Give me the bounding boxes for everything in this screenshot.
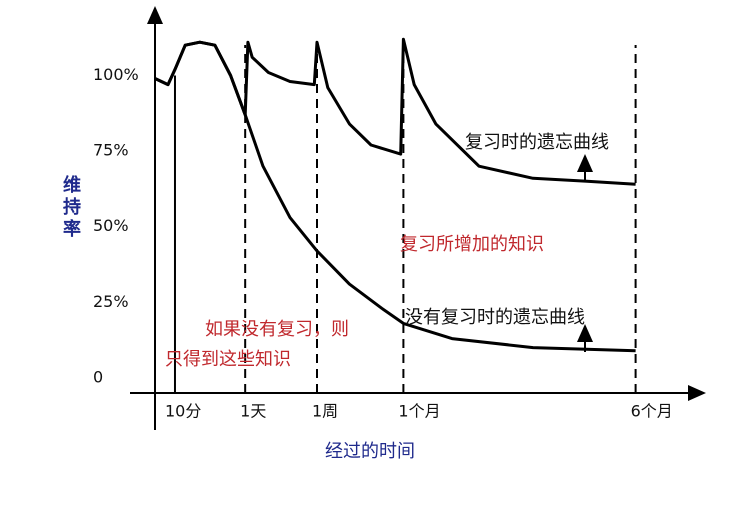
x-axis-label: 经过的时间 <box>325 441 415 462</box>
annotation: 复习所增加的知识 <box>400 234 544 255</box>
y-axis-label-text: 维持率 <box>60 174 81 241</box>
x-tick-label: 10分 <box>165 402 201 421</box>
y-tick-label: 100% <box>93 65 139 84</box>
y-tick-label: 50% <box>93 216 129 235</box>
line-series <box>154 40 636 353</box>
x-tick-label: 1周 <box>312 402 338 421</box>
series-label: 没有复习时的遗忘曲线 <box>405 307 585 328</box>
x-tick-label: 1个月 <box>398 402 440 421</box>
y-tick-label: 0 <box>93 367 103 386</box>
annotation: 如果没有复习，则 <box>205 319 349 340</box>
x-tick-label: 6个月 <box>631 402 673 421</box>
line-series <box>154 37 636 186</box>
annotation: 只得到这些知识 <box>165 349 291 370</box>
y-axis-label: 维持率 <box>60 174 81 241</box>
series-label: 复习时的遗忘曲线 <box>465 132 609 153</box>
y-tick-label: 25% <box>93 292 129 311</box>
x-tick-label: 1天 <box>240 402 266 421</box>
y-tick-label: 75% <box>93 141 129 160</box>
